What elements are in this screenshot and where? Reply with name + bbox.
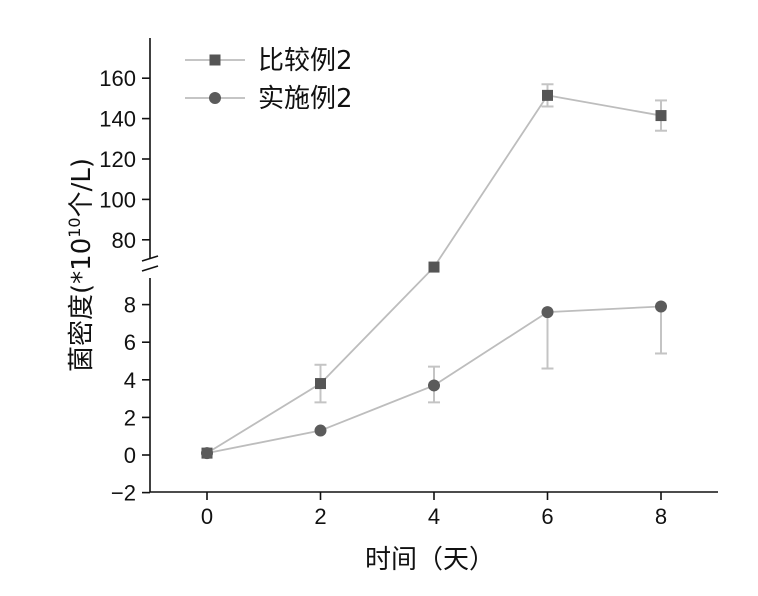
x-tick-label: 8 — [655, 504, 667, 529]
x-tick-label: 6 — [541, 504, 553, 529]
y-axis-title-tail: 个/L) — [67, 158, 97, 217]
data-point — [428, 379, 440, 392]
y-tick-label: 140 — [99, 107, 136, 132]
axis-break-mark-lower — [141, 265, 159, 272]
y-tick-label: 0 — [124, 443, 136, 468]
data-point — [542, 89, 553, 101]
x-tick-label: 4 — [428, 504, 440, 529]
y-tick-label: 8 — [124, 293, 136, 318]
legend: 比较例2 实施例2 — [185, 46, 353, 114]
x-tick-label: 0 — [201, 504, 213, 529]
y-axis-title: 菌密度(*1010个/L) — [65, 158, 97, 372]
data-point — [201, 447, 213, 460]
legend-item: 比较例2 — [185, 46, 353, 76]
series-1 — [201, 83, 667, 459]
x-tick-label: 2 — [314, 504, 326, 529]
data-point — [655, 110, 667, 122]
legend-item: 实施例2 — [185, 84, 353, 114]
y-tick-label: 80 — [112, 228, 136, 253]
y-tick-label: 120 — [99, 147, 136, 172]
y-axis-title-main: 菌密度(*10 — [67, 238, 97, 372]
tick-group: 0 2 4 6 8 −2 0 2 4 6 8 80 100 120 140 160 — [99, 66, 667, 529]
data-point — [315, 378, 326, 390]
series-2 — [201, 300, 667, 460]
y-tick-label: 160 — [99, 66, 136, 91]
y-axis-title-sup: 10 — [65, 217, 84, 237]
data-point — [541, 306, 554, 319]
x-axis-title: 时间（天） — [365, 545, 495, 575]
y-tick-label: 100 — [99, 187, 136, 212]
legend-label: 比较例2 — [258, 46, 353, 76]
y-tick-label: −2 — [111, 481, 136, 506]
data-point — [655, 300, 667, 313]
data-point — [428, 261, 440, 273]
series-layer — [201, 83, 667, 460]
y-tick-label: 6 — [124, 330, 136, 355]
legend-marker — [209, 54, 221, 66]
y-tick-label: 2 — [124, 405, 136, 430]
legend-label: 实施例2 — [258, 84, 353, 114]
legend-marker — [209, 92, 221, 104]
y-tick-label: 4 — [124, 368, 136, 393]
data-point — [314, 424, 327, 437]
axis-break-mark-upper — [141, 255, 159, 262]
